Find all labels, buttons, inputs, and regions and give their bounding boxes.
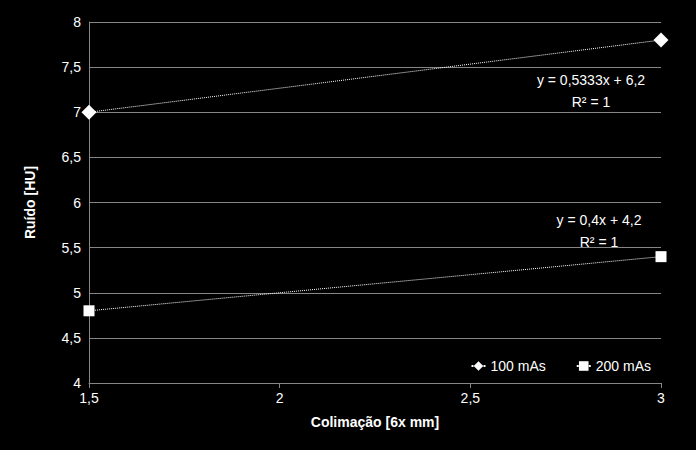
svg-text:7,5: 7,5 [62,59,82,75]
svg-text:2: 2 [276,390,284,406]
svg-text:R² = 1: R² = 1 [572,94,611,110]
svg-text:3: 3 [657,390,665,406]
svg-text:6,5: 6,5 [62,149,82,165]
svg-text:200 mAs: 200 mAs [596,358,651,374]
svg-text:Colimação [6x mm]: Colimação [6x mm] [311,414,439,430]
svg-text:4,5: 4,5 [62,330,82,346]
svg-text:R² = 1: R² = 1 [580,234,619,250]
svg-text:y = 0,4x + 4,2: y = 0,4x + 4,2 [557,212,642,228]
svg-text:6: 6 [73,195,81,211]
svg-text:8: 8 [73,14,81,30]
svg-text:y = 0,5333x + 6,2: y = 0,5333x + 6,2 [537,72,645,88]
svg-text:2,5: 2,5 [461,390,481,406]
svg-text:Ruído [HU]: Ruído [HU] [22,166,38,239]
svg-text:1,5: 1,5 [79,390,99,406]
svg-text:5: 5 [73,285,81,301]
svg-text:7: 7 [73,104,81,120]
svg-text:100 mAs: 100 mAs [491,358,546,374]
svg-text:4: 4 [73,375,81,391]
svg-text:5,5: 5,5 [62,240,82,256]
